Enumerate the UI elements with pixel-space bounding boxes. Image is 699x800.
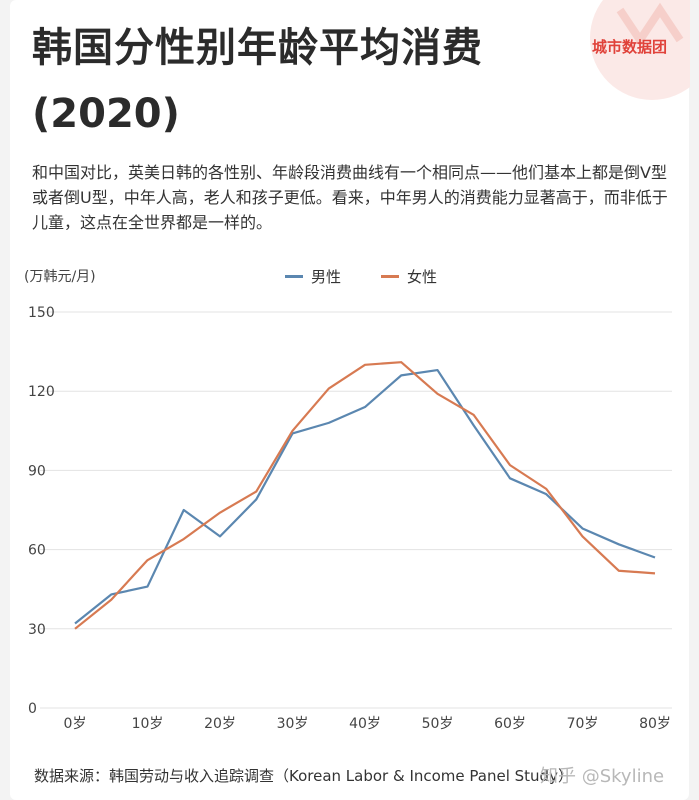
- y-axis-unit: (万韩元/月): [24, 269, 96, 285]
- x-tick-label: 30岁: [277, 716, 309, 732]
- line-chart: 0 30 60 90 120 150 0岁 10岁 20岁 30岁 40岁 50岁 60岁 70岁 80岁: [28, 305, 672, 732]
- series-line-male: [74, 368, 656, 625]
- brand-label: 城市数据团: [592, 38, 668, 56]
- y-tick-label: 150: [28, 305, 55, 321]
- watermark: 知乎 @Skyline: [540, 766, 665, 787]
- x-tick-label: 10岁: [132, 716, 164, 732]
- legend-swatch-female: [381, 275, 400, 278]
- legend-item-female: 女性: [381, 266, 437, 287]
- x-tick-label: 0岁: [64, 716, 87, 732]
- legend-label-male: 男性: [311, 268, 342, 286]
- x-tick-label: 80岁: [639, 716, 671, 732]
- chart-title: 韩国分性别年龄平均消费: [32, 25, 483, 71]
- description: 和中国对比，英美日韩的各性别、年龄段消费曲线有一个相同点——他们基本上都是倒V型…: [32, 163, 668, 232]
- legend-label-female: 女性: [407, 268, 438, 286]
- y-tick-label: 120: [28, 384, 55, 400]
- x-tick-label: 50岁: [422, 716, 454, 732]
- legend-swatch-male: [285, 275, 303, 278]
- x-tick-label: 70岁: [567, 716, 599, 732]
- x-tick-label: 60岁: [494, 716, 526, 732]
- y-tick-label: 30: [28, 622, 46, 638]
- x-tick-label: 40岁: [349, 716, 381, 732]
- data-source: 数据来源：韩国劳动与收入追踪调查（Korean Labor & Income P…: [34, 767, 573, 785]
- y-tick-label: 0: [28, 701, 37, 717]
- x-tick-label: 20岁: [204, 716, 236, 732]
- y-tick-label: 60: [28, 543, 46, 559]
- legend-item-male: 男性: [285, 266, 341, 287]
- chart-card: [10, 0, 689, 800]
- chart-title-year: (2020): [32, 91, 180, 137]
- legend: 男性 女性: [285, 266, 477, 287]
- y-tick-label: 90: [28, 463, 46, 479]
- brand-logo: [590, 0, 690, 100]
- series-line-female: [74, 361, 656, 630]
